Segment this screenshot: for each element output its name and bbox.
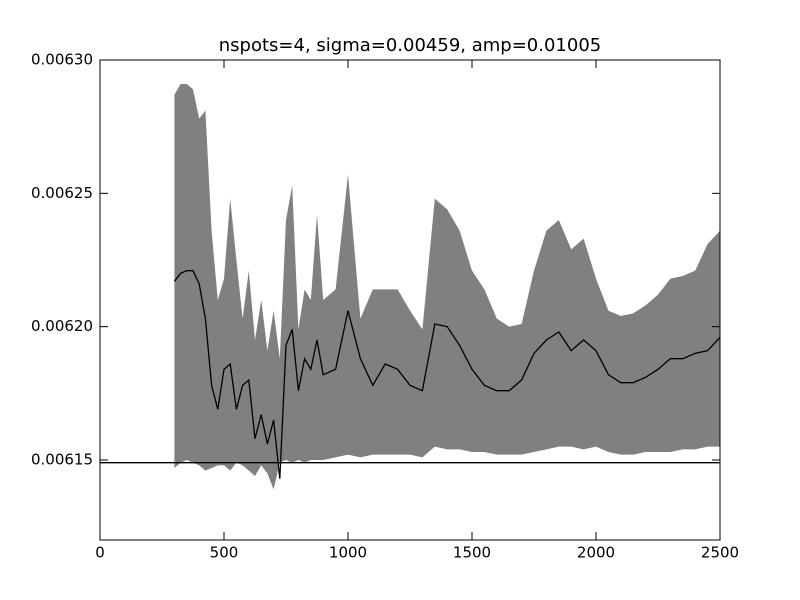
band	[174, 84, 720, 490]
y-tick-label: 0.00615	[31, 451, 93, 469]
x-tick-label: 1000	[329, 544, 367, 562]
y-tick-label: 0.00620	[31, 317, 93, 335]
chart-title: nspots=4, sigma=0.00459, amp=0.01005	[219, 35, 601, 56]
x-tick-label: 2000	[577, 544, 615, 562]
plot-area	[100, 84, 720, 490]
axes-frame	[99, 59, 721, 541]
y-tick-label: 0.00625	[31, 184, 93, 202]
y-tick-label: 0.00630	[31, 51, 93, 69]
line	[173, 270, 720, 479]
x-tick-label: 500	[210, 544, 239, 562]
x-tick-label: 2500	[701, 544, 739, 562]
x-tick-label: 0	[95, 544, 105, 562]
x-tick-label: 1500	[453, 544, 491, 562]
